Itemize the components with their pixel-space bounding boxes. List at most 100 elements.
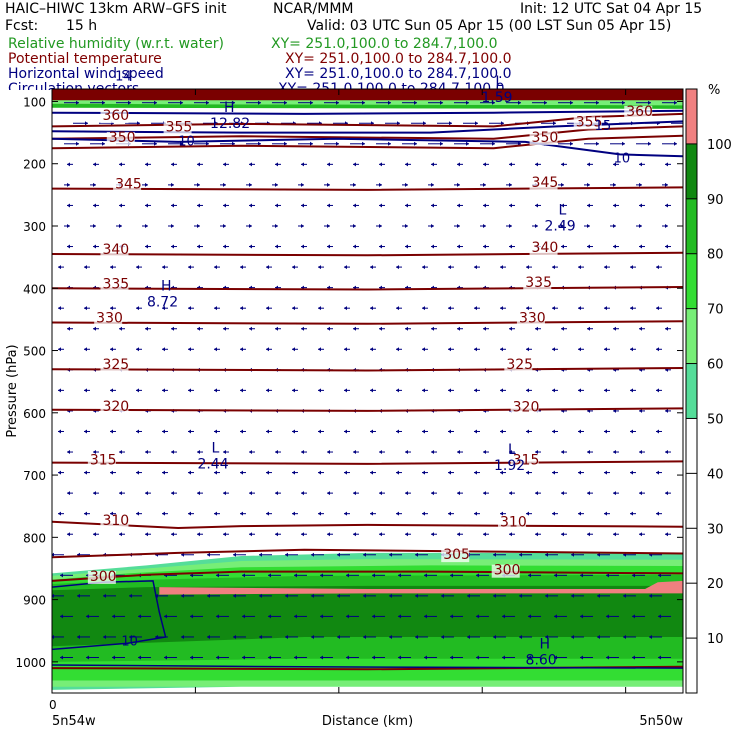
wind-vector-head bbox=[180, 100, 183, 105]
wind-vector-head bbox=[311, 634, 314, 639]
wind-label: 10 bbox=[121, 635, 138, 650]
wind-vector-head bbox=[448, 511, 451, 516]
wind-vector-head bbox=[580, 614, 583, 619]
colorbar-tick-label: 80 bbox=[707, 248, 724, 263]
wind-vector-head bbox=[344, 511, 347, 516]
wind-vector-head bbox=[284, 141, 287, 146]
y-tick-label: 100 bbox=[23, 95, 46, 109]
wind-vector-head bbox=[639, 203, 642, 208]
wind-vector-head bbox=[500, 388, 503, 393]
wind-vector-head bbox=[500, 470, 503, 475]
wind-vector-head bbox=[587, 491, 590, 496]
theta-label: 330 bbox=[96, 311, 123, 327]
wind-vector-head bbox=[483, 244, 486, 249]
wind-vector-head bbox=[431, 162, 434, 167]
extremum-marker: L bbox=[508, 442, 516, 458]
wind-label: 10 bbox=[178, 135, 195, 150]
wind-vector-head bbox=[320, 614, 323, 619]
wind-vector-head bbox=[388, 141, 391, 146]
wind-vector-head bbox=[344, 265, 347, 270]
wind-vector-head bbox=[415, 593, 418, 598]
wind-vector-head bbox=[197, 326, 200, 331]
wind-vector-head bbox=[86, 655, 89, 660]
wind-vector-head bbox=[233, 552, 236, 557]
wind-vector-head bbox=[596, 141, 599, 146]
wind-vector-head bbox=[301, 532, 304, 537]
wind-vector-head bbox=[483, 162, 486, 167]
wind-vector-head bbox=[587, 450, 590, 455]
wind-vector-head bbox=[658, 655, 661, 660]
theta-label-bg bbox=[529, 131, 558, 145]
wind-vector-head bbox=[422, 511, 425, 516]
circulation-vectors bbox=[52, 100, 683, 660]
wind-vector-head bbox=[266, 429, 269, 434]
wind-vector-head bbox=[449, 121, 452, 126]
wind-vector-head bbox=[327, 532, 330, 537]
wind-vector-head bbox=[136, 470, 139, 475]
wind-vector-head bbox=[171, 203, 174, 208]
wind-vector-head bbox=[337, 593, 340, 598]
wind-vector-head bbox=[561, 182, 564, 187]
forecast-hours: 15 h bbox=[66, 18, 98, 34]
wind-vector-head bbox=[249, 450, 252, 455]
wind-vector-head bbox=[197, 182, 200, 187]
wind-vector-head bbox=[110, 306, 113, 311]
theta-label: 340 bbox=[532, 240, 559, 256]
theta-label-bg bbox=[100, 244, 129, 258]
wind-vector-head bbox=[509, 244, 512, 249]
wind-vector-head bbox=[84, 429, 87, 434]
wind-vector-head bbox=[630, 347, 633, 352]
wind-vector-head bbox=[136, 347, 139, 352]
wind-vector-head bbox=[613, 450, 616, 455]
wind-vector-head bbox=[188, 265, 191, 270]
wind-vector-head bbox=[379, 203, 382, 208]
wind-vector-head bbox=[674, 141, 677, 146]
wind-vector-head bbox=[396, 347, 399, 352]
wind-vector-head bbox=[171, 532, 174, 537]
theta-label-bg bbox=[529, 242, 558, 256]
wind-vector-head bbox=[509, 162, 512, 167]
wind-vector-head bbox=[353, 182, 356, 187]
wind-vector-head bbox=[58, 388, 61, 393]
wind-vector-head bbox=[190, 573, 193, 578]
wind-vector-head bbox=[639, 162, 642, 167]
forecast-label: Fcst: bbox=[5, 18, 39, 34]
wind-vector-head bbox=[110, 429, 113, 434]
wind-vector-head bbox=[554, 573, 557, 578]
wind-vector-head bbox=[327, 162, 330, 167]
wind-vector-head bbox=[379, 450, 382, 455]
theta-contour-310 bbox=[52, 520, 683, 530]
y-tick-label: 1000 bbox=[15, 656, 46, 670]
colorbar-tick-label: 30 bbox=[707, 522, 724, 537]
wind-vector-head bbox=[535, 223, 538, 228]
extremum-value: 8.60 bbox=[526, 653, 557, 669]
theta-label: 360 bbox=[626, 104, 653, 120]
wind-vector-head bbox=[448, 265, 451, 270]
wind-vector-head bbox=[424, 614, 427, 619]
wind-vector-head bbox=[207, 634, 210, 639]
theta-label: 345 bbox=[115, 177, 142, 193]
theta-label-bg bbox=[106, 131, 135, 145]
wind-vector-head bbox=[474, 388, 477, 393]
wind-vector-head bbox=[233, 593, 236, 598]
theta-label-bg bbox=[94, 312, 123, 326]
wind-vector-head bbox=[285, 634, 288, 639]
wind-speed-contour bbox=[52, 664, 683, 669]
wind-vector-head bbox=[630, 470, 633, 475]
wind-vector-head bbox=[310, 100, 313, 105]
wind-vector-head bbox=[275, 223, 278, 228]
wind-vector-head bbox=[119, 223, 122, 228]
wind-vector-head bbox=[145, 203, 148, 208]
wind-vector-head bbox=[674, 100, 677, 105]
wind-vector-head bbox=[145, 450, 148, 455]
wind-vector-head bbox=[639, 408, 642, 413]
wind-vector-head bbox=[58, 511, 61, 516]
wind-vector-head bbox=[450, 573, 453, 578]
wind-vector-head bbox=[379, 532, 382, 537]
wind-vector-head bbox=[93, 326, 96, 331]
wind-vector-head bbox=[216, 573, 219, 578]
wind-vector-head bbox=[223, 450, 226, 455]
ground-mask bbox=[52, 686, 683, 693]
theta-label-bg bbox=[504, 359, 533, 373]
wind-vector-head bbox=[223, 326, 226, 331]
